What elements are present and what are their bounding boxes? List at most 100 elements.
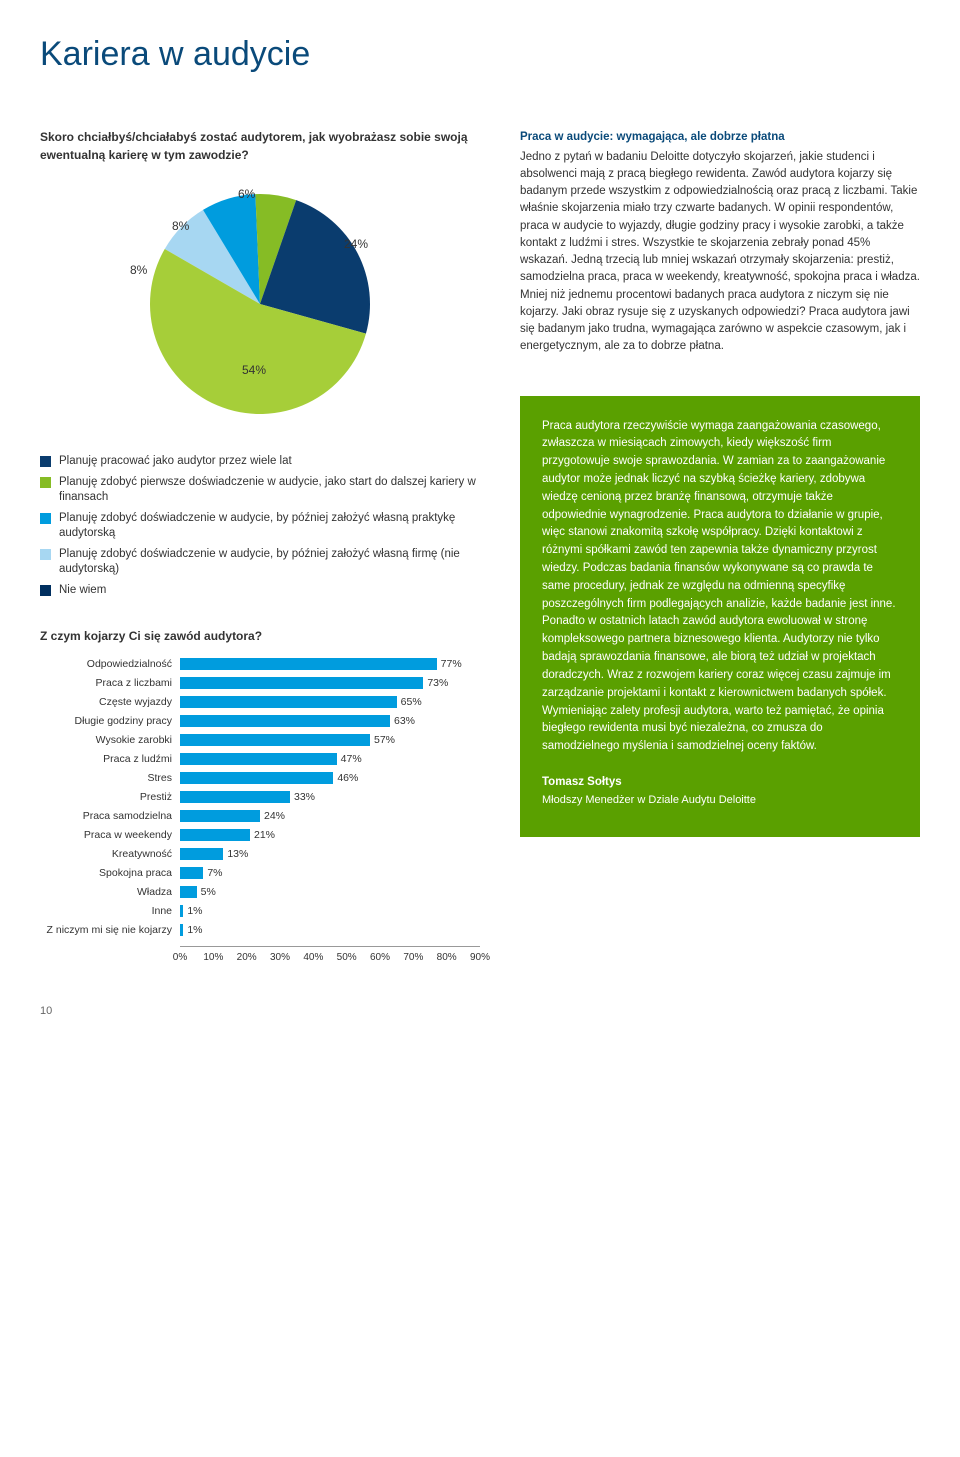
legend-swatch — [40, 549, 51, 560]
pie-legend: Planuję pracować jako audytor przez wiel… — [40, 454, 480, 598]
bar-category: Inne — [40, 904, 180, 919]
legend-item: Nie wiem — [40, 583, 480, 598]
legend-swatch — [40, 477, 51, 488]
axis-tick: 20% — [237, 951, 257, 966]
legend-item: Planuję zdobyć doświadczenie w audycie, … — [40, 511, 480, 541]
legend-item: Planuję zdobyć doświadczenie w audycie, … — [40, 547, 480, 577]
bar-category: Częste wyjazdy — [40, 695, 180, 710]
bar-value: 65% — [401, 695, 422, 710]
bar-chart-block: Z czym kojarzy Ci się zawód audytora? Od… — [40, 628, 480, 964]
bar-fill — [180, 734, 370, 746]
axis-tick: 80% — [437, 951, 457, 966]
body-paragraph: Praca w audycie: wymagająca, ale dobrze … — [520, 129, 920, 355]
bar-row: Odpowiedzialność 77% — [40, 655, 480, 674]
bar-value: 77% — [441, 657, 462, 672]
legend-label: Nie wiem — [59, 583, 106, 598]
bar-category: Prestiż — [40, 790, 180, 805]
bar-category: Długie godziny pracy — [40, 714, 180, 729]
axis-tick: 90% — [470, 951, 490, 966]
bar-value: 33% — [294, 790, 315, 805]
legend-swatch — [40, 585, 51, 596]
bar-fill — [180, 886, 197, 898]
bar-category: Władza — [40, 885, 180, 900]
bar-fill — [180, 772, 333, 784]
bar-row: Częste wyjazdy 65% — [40, 693, 480, 712]
bar-value: 47% — [341, 752, 362, 767]
bar-fill — [180, 905, 183, 917]
bar-value: 24% — [264, 809, 285, 824]
bar-category: Wysokie zarobki — [40, 733, 180, 748]
axis-tick: 10% — [203, 951, 223, 966]
bar-fill — [180, 696, 397, 708]
bar-category: Praca z ludźmi — [40, 752, 180, 767]
pie-slice-label: 54% — [242, 362, 266, 379]
legend-label: Planuję pracować jako audytor przez wiel… — [59, 454, 292, 469]
pie-chart-block: Skoro chciałbyś/chciałabyś zostać audyto… — [40, 129, 480, 597]
bar-row: Praca z liczbami 73% — [40, 674, 480, 693]
bar-fill — [180, 829, 250, 841]
pie-chart: 8% 8% 6% 24% 54% — [130, 174, 390, 434]
axis-tick: 0% — [173, 951, 187, 966]
bar-row: Długie godziny pracy 63% — [40, 712, 480, 731]
legend-label: Planuję zdobyć pierwsze doświadczenie w … — [59, 475, 480, 505]
bar-value: 5% — [201, 885, 216, 900]
bar-row: Wysokie zarobki 57% — [40, 731, 480, 750]
pie-slice-label: 24% — [344, 236, 368, 253]
bar-category: Praca samodzielna — [40, 809, 180, 824]
quote-author: Tomasz Sołtys — [542, 774, 898, 792]
bar-fill — [180, 753, 337, 765]
quote-box: Praca audytora rzeczywiście wymaga zaang… — [520, 396, 920, 837]
bar-row: Z niczym mi się nie kojarzy 1% — [40, 921, 480, 940]
pie-title: Skoro chciałbyś/chciałabyś zostać audyto… — [40, 129, 480, 164]
legend-label: Planuję zdobyć doświadczenie w audycie, … — [59, 547, 480, 577]
bar-category: Kreatywność — [40, 847, 180, 862]
pie-slice-label: 8% — [130, 262, 147, 279]
bar-fill — [180, 924, 183, 936]
bar-value: 73% — [427, 676, 448, 691]
quote-role: Młodszy Menedżer w Dziale Audytu Deloitt… — [542, 792, 898, 809]
quote-text: Praca audytora rzeczywiście wymaga zaang… — [542, 418, 898, 756]
bar-row: Praca samodzielna 24% — [40, 807, 480, 826]
bar-row: Praca w weekendy 21% — [40, 826, 480, 845]
pie-slice-label: 8% — [172, 218, 189, 235]
body-text: Jedno z pytań w badaniu Deloitte dotyczy… — [520, 151, 920, 353]
axis-tick: 50% — [337, 951, 357, 966]
bar-row: Inne1% — [40, 902, 480, 921]
bar-row: Kreatywność 13% — [40, 845, 480, 864]
axis-tick: 70% — [403, 951, 423, 966]
bar-value: 13% — [227, 847, 248, 862]
axis-tick: 40% — [303, 951, 323, 966]
bar-row: Władza 5% — [40, 883, 480, 902]
bar-axis: 0%10%20%30%40%50%60%70%80%90% — [180, 946, 480, 964]
bar-value: 63% — [394, 714, 415, 729]
bar-fill — [180, 810, 260, 822]
bar-title: Z czym kojarzy Ci się zawód audytora? — [40, 628, 480, 645]
bar-category: Odpowiedzialność — [40, 657, 180, 672]
bar-value: 57% — [374, 733, 395, 748]
bar-row: Prestiż 33% — [40, 788, 480, 807]
bar-fill — [180, 677, 423, 689]
bar-category: Z niczym mi się nie kojarzy — [40, 923, 180, 938]
legend-item: Planuję zdobyć pierwsze doświadczenie w … — [40, 475, 480, 505]
bar-category: Stres — [40, 771, 180, 786]
bar-fill — [180, 848, 223, 860]
bar-category: Praca w weekendy — [40, 828, 180, 843]
page-number: 10 — [40, 1004, 920, 1020]
legend-item: Planuję pracować jako audytor przez wiel… — [40, 454, 480, 469]
bar-row: Stres 46% — [40, 769, 480, 788]
bar-fill — [180, 791, 290, 803]
legend-swatch — [40, 456, 51, 467]
bar-fill — [180, 658, 437, 670]
bar-fill — [180, 867, 203, 879]
bar-value: 21% — [254, 828, 275, 843]
bar-row: Praca z ludźmi 47% — [40, 750, 480, 769]
legend-label: Planuję zdobyć doświadczenie w audycie, … — [59, 511, 480, 541]
axis-tick: 30% — [270, 951, 290, 966]
bar-value: 1% — [187, 923, 202, 938]
page-title: Kariera w audycie — [40, 30, 920, 79]
bar-category: Praca z liczbami — [40, 676, 180, 691]
legend-swatch — [40, 513, 51, 524]
bar-value: 46% — [337, 771, 358, 786]
bar-row: Spokojna praca7% — [40, 864, 480, 883]
pie-slice-label: 6% — [238, 186, 255, 203]
